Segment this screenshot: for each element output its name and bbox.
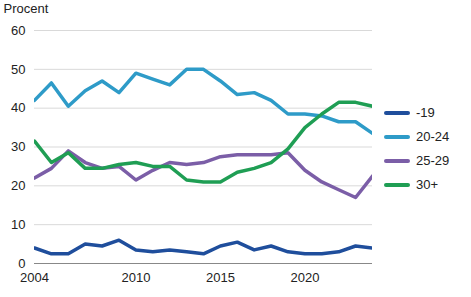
svg-text:Procent: Procent [4, 1, 49, 16]
svg-text:30: 30 [11, 139, 25, 154]
html-text:25-29: 25-29 [416, 153, 450, 168]
svg-text:2020: 2020 [290, 270, 319, 285]
svg-text:0: 0 [18, 256, 25, 271]
svg-text:50: 50 [11, 61, 25, 76]
svg-text:60: 60 [11, 23, 25, 38]
svg-text:20: 20 [11, 178, 25, 193]
svg-text:2010: 2010 [121, 270, 150, 285]
html-text:-19: -19 [416, 105, 435, 120]
svg-text:2004: 2004 [20, 270, 49, 285]
svg-text:10: 10 [11, 217, 25, 232]
html-text:20-24: 20-24 [416, 129, 450, 144]
svg-text:2015: 2015 [206, 270, 235, 285]
svg-text:40: 40 [11, 100, 25, 115]
html-text:30+: 30+ [416, 177, 439, 192]
